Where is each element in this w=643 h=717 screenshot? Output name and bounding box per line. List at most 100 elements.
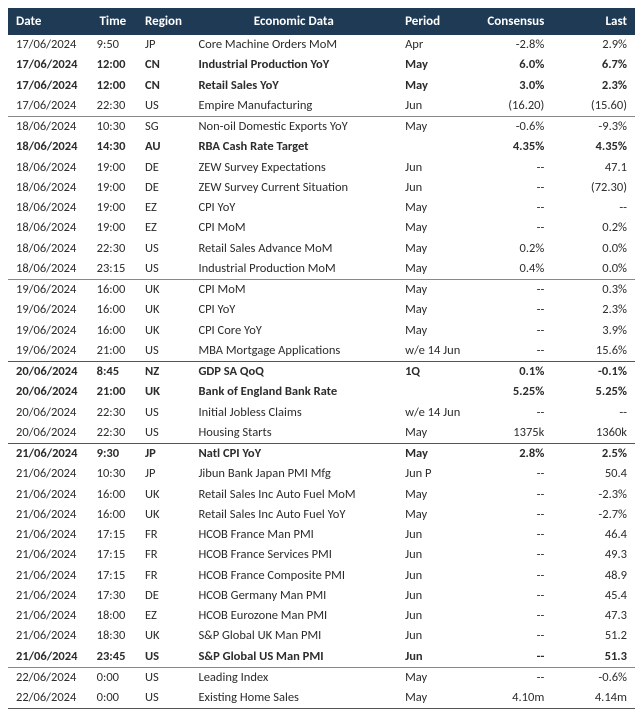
table-row: 21/06/202416:00UKRetail Sales Inc Auto F… bbox=[8, 485, 635, 505]
table-row: 19/06/202416:00UKCPI MoMMay--0.3% bbox=[8, 280, 635, 301]
cell-date: 20/06/2024 bbox=[8, 362, 89, 383]
economic-calendar-table: Date Time Region Economic Data Period Co… bbox=[8, 8, 635, 709]
cell-time: 21:00 bbox=[89, 382, 137, 402]
cell-region: FR bbox=[137, 525, 190, 545]
cell-region: UK bbox=[137, 626, 190, 646]
cell-period: May bbox=[397, 117, 470, 138]
cell-date: 18/06/2024 bbox=[8, 178, 89, 198]
cell-period: May bbox=[397, 218, 470, 238]
cell-date: 21/06/2024 bbox=[8, 586, 89, 606]
cell-consensus: 3.0% bbox=[470, 76, 553, 96]
cell-event: Industrial Production YoY bbox=[190, 55, 397, 75]
cell-consensus: 4.10m bbox=[470, 688, 553, 709]
cell-period: Jun bbox=[397, 178, 470, 198]
cell-period: Jun bbox=[397, 606, 470, 626]
header-time: Time bbox=[89, 8, 137, 35]
cell-time: 19:00 bbox=[89, 198, 137, 218]
cell-date: 19/06/2024 bbox=[8, 280, 89, 301]
cell-last: 15.6% bbox=[552, 341, 635, 362]
cell-event: Empire Manufacturing bbox=[190, 96, 397, 117]
cell-period: Jun bbox=[397, 647, 470, 668]
cell-period: May bbox=[397, 198, 470, 218]
cell-period bbox=[397, 382, 470, 402]
cell-region: US bbox=[137, 96, 190, 117]
header-consensus: Consensus bbox=[470, 8, 553, 35]
cell-consensus: (16.20) bbox=[470, 96, 553, 117]
cell-time: 8:45 bbox=[89, 362, 137, 383]
cell-region: UK bbox=[137, 505, 190, 525]
table-row: 19/06/202416:00UKCPI YoYMay--2.3% bbox=[8, 300, 635, 320]
cell-date: 21/06/2024 bbox=[8, 525, 89, 545]
cell-period: May bbox=[397, 505, 470, 525]
cell-event: Housing Starts bbox=[190, 423, 397, 444]
cell-region: NZ bbox=[137, 362, 190, 383]
cell-time: 18:30 bbox=[89, 626, 137, 646]
cell-date: 19/06/2024 bbox=[8, 300, 89, 320]
cell-date: 21/06/2024 bbox=[8, 444, 89, 465]
cell-period: May bbox=[397, 280, 470, 301]
cell-region: UK bbox=[137, 485, 190, 505]
cell-period: Jun bbox=[397, 545, 470, 565]
cell-region: UK bbox=[137, 382, 190, 402]
cell-last: 3.9% bbox=[552, 321, 635, 341]
cell-region: JP bbox=[137, 444, 190, 465]
cell-event: Retail Sales Inc Auto Fuel YoY bbox=[190, 505, 397, 525]
cell-consensus: -- bbox=[470, 341, 553, 362]
cell-period: May bbox=[397, 76, 470, 96]
table-row: 19/06/202421:00USMBA Mortgage Applicatio… bbox=[8, 341, 635, 362]
cell-consensus: 0.1% bbox=[470, 362, 553, 383]
cell-event: ZEW Survey Current Situation bbox=[190, 178, 397, 198]
cell-consensus: -- bbox=[470, 647, 553, 668]
cell-time: 0:00 bbox=[89, 688, 137, 709]
table-row: 21/06/20249:30JPNatl CPI YoYMay2.8%2.5% bbox=[8, 444, 635, 465]
cell-event: HCOB Germany Man PMI bbox=[190, 586, 397, 606]
cell-last: 6.7% bbox=[552, 55, 635, 75]
cell-last: 46.4 bbox=[552, 525, 635, 545]
cell-event: CPI YoY bbox=[190, 300, 397, 320]
cell-last: 1360k bbox=[552, 423, 635, 444]
cell-date: 18/06/2024 bbox=[8, 259, 89, 280]
cell-region: DE bbox=[137, 586, 190, 606]
cell-consensus: -- bbox=[470, 545, 553, 565]
cell-date: 17/06/2024 bbox=[8, 55, 89, 75]
cell-region: FR bbox=[137, 545, 190, 565]
cell-date: 17/06/2024 bbox=[8, 96, 89, 117]
cell-time: 10:30 bbox=[89, 464, 137, 484]
cell-period: Jun bbox=[397, 158, 470, 178]
cell-consensus: -- bbox=[470, 485, 553, 505]
cell-period: May bbox=[397, 444, 470, 465]
cell-period: Jun bbox=[397, 566, 470, 586]
cell-event: HCOB France Services PMI bbox=[190, 545, 397, 565]
cell-consensus: -- bbox=[470, 403, 553, 423]
cell-consensus: -- bbox=[470, 606, 553, 626]
cell-consensus: 5.25% bbox=[470, 382, 553, 402]
table-row: 17/06/20249:50JPCore Machine Orders MoMA… bbox=[8, 35, 635, 55]
table-row: 18/06/202410:30SGNon-oil Domestic Export… bbox=[8, 117, 635, 138]
cell-time: 17:15 bbox=[89, 525, 137, 545]
cell-time: 10:30 bbox=[89, 117, 137, 138]
cell-region: UK bbox=[137, 280, 190, 301]
cell-region: US bbox=[137, 341, 190, 362]
cell-region: US bbox=[137, 239, 190, 259]
cell-event: CPI MoM bbox=[190, 280, 397, 301]
cell-region: CN bbox=[137, 76, 190, 96]
cell-period: May bbox=[397, 259, 470, 280]
cell-event: HCOB France Man PMI bbox=[190, 525, 397, 545]
cell-date: 21/06/2024 bbox=[8, 485, 89, 505]
cell-region: US bbox=[137, 403, 190, 423]
cell-consensus: -0.6% bbox=[470, 117, 553, 138]
cell-last: 2.3% bbox=[552, 300, 635, 320]
cell-event: Core Machine Orders MoM bbox=[190, 35, 397, 55]
cell-event: Jibun Bank Japan PMI Mfg bbox=[190, 464, 397, 484]
table-row: 18/06/202419:00EZCPI YoYMay---- bbox=[8, 198, 635, 218]
cell-period: Jun bbox=[397, 525, 470, 545]
cell-region: UK bbox=[137, 321, 190, 341]
cell-period: w/e 14 Jun bbox=[397, 403, 470, 423]
cell-last: 49.3 bbox=[552, 545, 635, 565]
cell-date: 21/06/2024 bbox=[8, 626, 89, 646]
table-header: Date Time Region Economic Data Period Co… bbox=[8, 8, 635, 35]
cell-date: 22/06/2024 bbox=[8, 667, 89, 688]
cell-time: 16:00 bbox=[89, 485, 137, 505]
cell-region: JP bbox=[137, 464, 190, 484]
table-row: 22/06/20240:00USLeading IndexMay---0.6% bbox=[8, 667, 635, 688]
